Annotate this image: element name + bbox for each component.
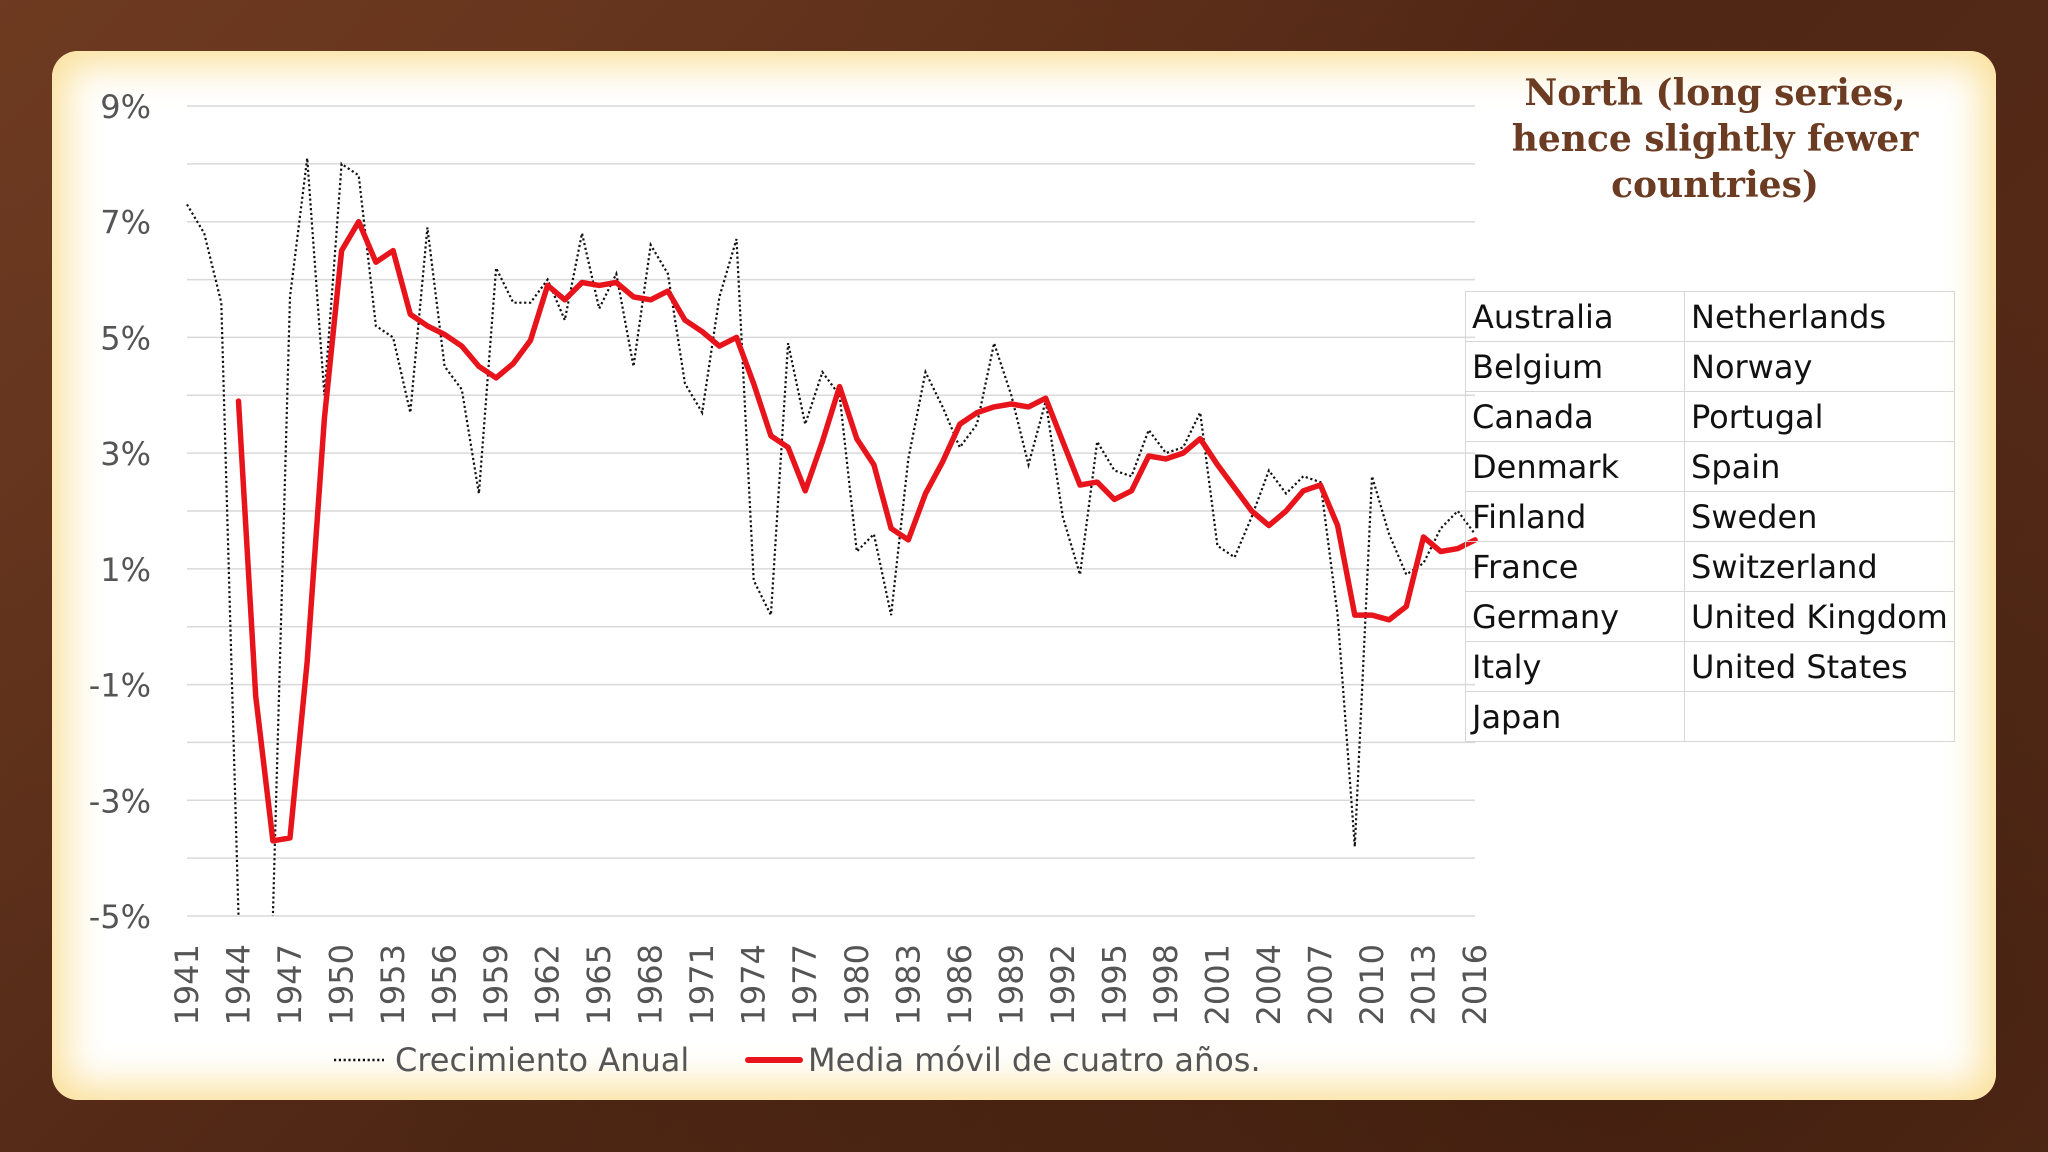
country-row: Belgium Norway xyxy=(1465,341,1955,392)
x-tick-label: 2010 xyxy=(1353,944,1391,1025)
x-tick-label: 1971 xyxy=(683,944,721,1025)
x-tick-label: 2007 xyxy=(1301,944,1339,1025)
country-cell: Germany xyxy=(1465,591,1685,642)
y-axis-ticks: 9% 7% 5% 3% 1% -1% -3% -5% xyxy=(89,88,151,936)
x-axis-ticks: 1941 1944 1947 1950 1953 1956 1959 1962 1965 1968… xyxy=(168,944,1494,1025)
x-tick-label: 1980 xyxy=(838,944,876,1025)
x-tick-label: 1998 xyxy=(1147,944,1185,1025)
x-tick-label: 1968 xyxy=(632,944,670,1025)
country-row: France Switzerland xyxy=(1465,541,1955,592)
x-tick-label: 1995 xyxy=(1095,944,1133,1025)
y-tick-label: 9% xyxy=(100,88,151,126)
x-tick-label: 2013 xyxy=(1404,944,1442,1025)
country-cell: Finland xyxy=(1465,491,1685,542)
x-tick-label: 1983 xyxy=(889,944,927,1025)
country-row: Canada Portugal xyxy=(1465,391,1955,442)
x-tick-label: 1950 xyxy=(323,944,361,1025)
y-tick-label: 1% xyxy=(100,551,151,589)
x-tick-label: 1959 xyxy=(477,944,515,1025)
x-tick-label: 1953 xyxy=(374,944,412,1025)
x-tick-label: 1986 xyxy=(941,944,979,1025)
country-cell: Japan xyxy=(1465,691,1685,742)
country-row: Finland Sweden xyxy=(1465,491,1955,542)
x-tick-label: 1944 xyxy=(220,944,258,1025)
series-line-moving-average xyxy=(235,218,1478,844)
x-tick-label: 1965 xyxy=(580,944,618,1025)
country-cell: Canada xyxy=(1465,391,1685,442)
x-tick-label: 1956 xyxy=(426,944,464,1025)
country-cell: Australia xyxy=(1465,291,1685,342)
country-cell: Netherlands xyxy=(1684,291,1955,342)
legend: Crecimiento Anual Media móvil de cuatro a… xyxy=(334,1041,1261,1079)
country-cell: Portugal xyxy=(1684,391,1955,442)
x-tick-label: 1941 xyxy=(168,944,206,1025)
country-row: Denmark Spain xyxy=(1465,441,1955,492)
series-lines xyxy=(186,157,1478,916)
y-tick-label: -1% xyxy=(89,667,151,705)
country-row: Italy United States xyxy=(1465,641,1955,692)
x-tick-label: 2016 xyxy=(1456,944,1494,1025)
y-tick-label: 3% xyxy=(100,435,151,473)
country-cell: Italy xyxy=(1465,641,1685,692)
country-cell: Sweden xyxy=(1684,491,1955,542)
legend-label-moving-average: Media móvil de cuatro años. xyxy=(808,1041,1261,1079)
country-cell: Spain xyxy=(1684,441,1955,492)
country-row: Germany United Kingdom xyxy=(1465,591,1955,642)
x-tick-label: 1989 xyxy=(992,944,1030,1025)
country-row: Australia Netherlands xyxy=(1465,291,1955,342)
country-cell: Norway xyxy=(1684,341,1955,392)
country-table: Australia Netherlands Belgium Norway Canada P… xyxy=(1465,291,1955,742)
legend-label-annual: Crecimiento Anual xyxy=(395,1041,689,1079)
y-tick-label: 7% xyxy=(100,204,151,242)
country-cell: United Kingdom xyxy=(1684,591,1955,642)
x-tick-label: 1947 xyxy=(271,944,309,1025)
x-tick-label: 2004 xyxy=(1250,944,1288,1025)
country-cell: Switzerland xyxy=(1684,541,1955,592)
x-tick-label: 1977 xyxy=(786,944,824,1025)
country-row: Japan xyxy=(1465,691,1955,742)
y-tick-label: -3% xyxy=(89,782,151,820)
country-cell: United States xyxy=(1684,641,1955,692)
country-cell: Denmark xyxy=(1465,441,1685,492)
country-cell xyxy=(1684,691,1955,742)
side-panel-title: North (long series, hence slightly fewer… xyxy=(1511,72,1919,206)
country-cell: France xyxy=(1465,541,1685,592)
y-tick-label: -5% xyxy=(89,898,151,936)
y-tick-label: 5% xyxy=(100,319,151,357)
x-tick-label: 1974 xyxy=(735,944,773,1025)
x-tick-label: 1992 xyxy=(1044,944,1082,1025)
gridlines xyxy=(187,105,1475,917)
x-tick-label: 2001 xyxy=(1198,944,1236,1025)
country-cell: Belgium xyxy=(1465,341,1685,392)
series-line-annual-growth xyxy=(186,157,1476,916)
x-tick-label: 1962 xyxy=(529,944,567,1025)
